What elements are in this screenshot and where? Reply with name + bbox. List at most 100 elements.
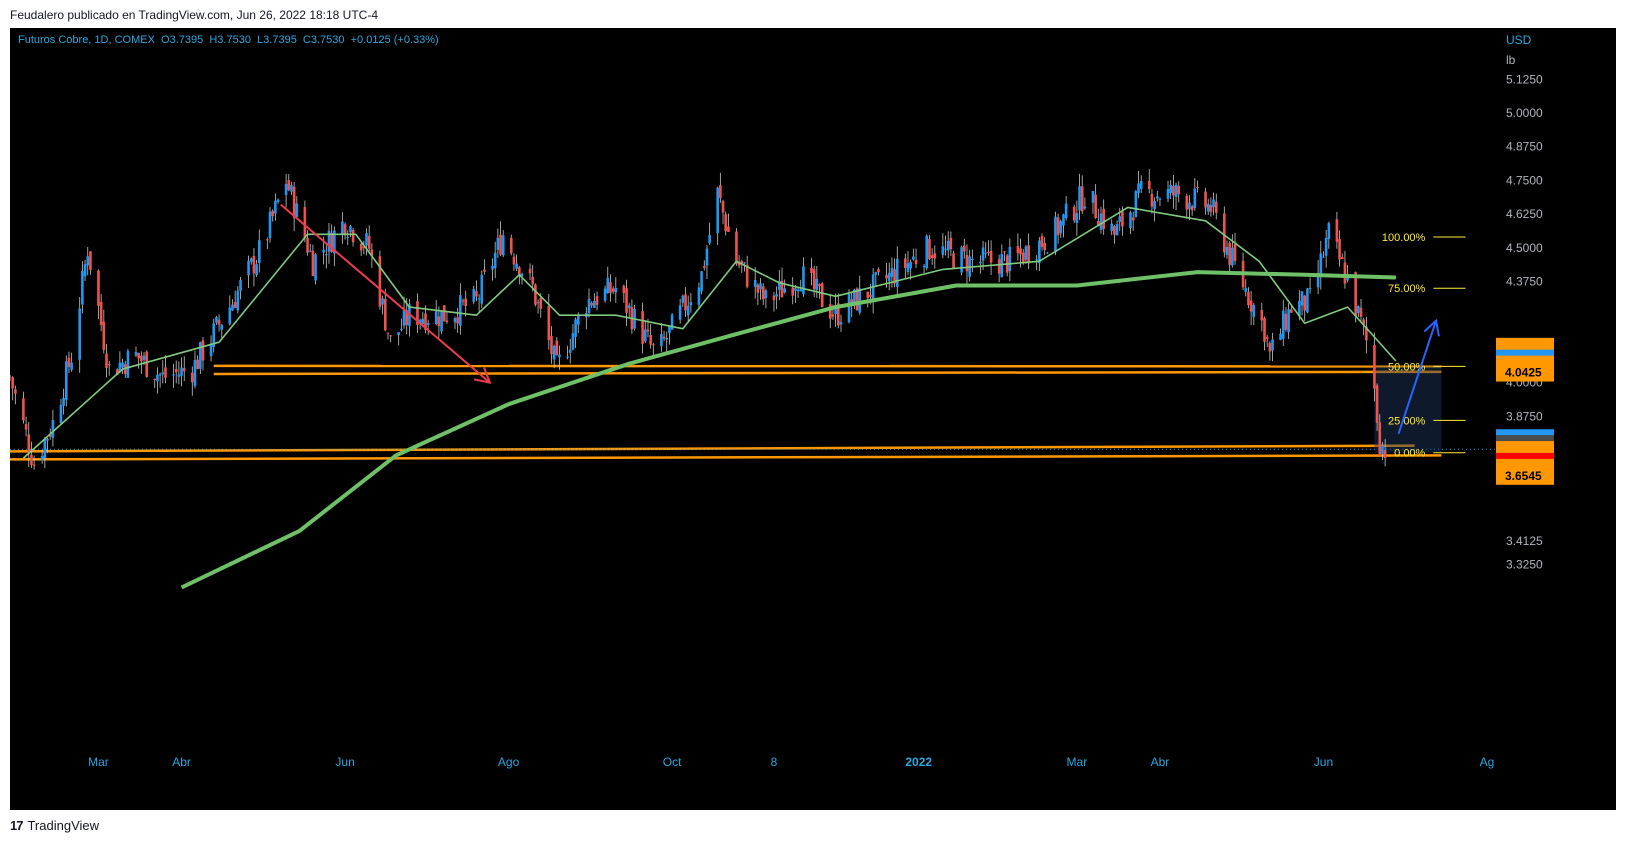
candle-down — [928, 239, 931, 260]
candle-up — [1319, 253, 1323, 277]
candle-up — [126, 351, 130, 378]
candle-up — [558, 354, 561, 358]
candle-up — [697, 287, 701, 305]
candle-up — [118, 362, 122, 372]
tradingview-brand: TradingView — [27, 817, 100, 833]
candle-down — [30, 454, 33, 466]
candle-up — [459, 295, 462, 326]
candle-down — [930, 255, 934, 258]
candle-up — [981, 247, 985, 261]
candle-down — [1150, 194, 1154, 207]
candle-down — [933, 253, 937, 259]
candle-up — [895, 258, 899, 287]
candle-down — [662, 336, 666, 339]
symbol-legend: Futuros Cobre, 1D, COMEX O3.7395 H3.7530… — [18, 34, 439, 46]
support-resistance-line[interactable] — [213, 370, 1442, 376]
candle-up — [477, 298, 481, 300]
candle-down — [1185, 195, 1189, 210]
candle-down — [1147, 180, 1151, 190]
candle-down — [140, 355, 143, 362]
candle-down — [137, 352, 140, 359]
candle-up — [161, 372, 165, 375]
candle-down — [367, 235, 371, 249]
candle-down — [1019, 248, 1022, 255]
candle-down — [445, 320, 449, 323]
candle-down — [735, 231, 738, 264]
candle-up — [552, 345, 556, 360]
candle-down — [190, 372, 194, 383]
candle-down — [791, 287, 795, 296]
candle-up — [1306, 288, 1309, 313]
candle-down — [1378, 422, 1382, 456]
x-tick-label: Abr — [1151, 755, 1170, 769]
support-resistance-line[interactable] — [213, 364, 1442, 368]
candle-down — [518, 267, 521, 277]
candle-up — [308, 250, 312, 252]
candle-up — [209, 343, 213, 357]
moving-average-fast — [22, 206, 1397, 459]
candle-up — [314, 254, 317, 281]
candle-down — [1056, 217, 1060, 236]
candle-down — [914, 259, 918, 265]
candle-down — [99, 301, 103, 325]
candle-down — [330, 232, 333, 252]
candle-up — [783, 288, 786, 293]
candle-down — [877, 269, 880, 273]
candle-down — [164, 367, 167, 378]
candle-up — [51, 419, 55, 438]
candle-up — [753, 280, 757, 287]
y-tick-label: 3.4125 — [1506, 534, 1543, 548]
chart-area[interactable]: 100.00% 75.00% 50.00% 25.00% 0.00% 5.1250 5.0… — [10, 28, 1616, 810]
candle-up — [960, 247, 963, 273]
candle-down — [24, 424, 28, 430]
candle-down — [1249, 300, 1253, 312]
y-tick-label: 3.3250 — [1506, 558, 1543, 572]
candle-up — [81, 271, 84, 305]
candle-down — [311, 250, 315, 277]
candle-up — [1062, 214, 1065, 226]
candle-down — [625, 288, 628, 313]
tradingview-footer[interactable]: 17 TradingView — [10, 814, 99, 836]
candle-down — [1190, 206, 1194, 211]
candle-down — [1177, 186, 1181, 195]
candle-down — [702, 266, 706, 269]
candle-up — [1078, 186, 1081, 211]
candle-down — [855, 288, 859, 311]
candle-up — [1158, 198, 1162, 200]
candle-down — [362, 246, 366, 248]
candle-down — [509, 237, 513, 254]
support-resistance-line[interactable] — [10, 444, 1415, 453]
candle-up — [121, 362, 124, 368]
candle-up — [1316, 272, 1320, 288]
candle-down — [652, 344, 655, 346]
currency-label: USD — [1506, 33, 1532, 47]
candle-down — [475, 291, 478, 297]
candle-up — [381, 298, 384, 305]
x-tick-label: Jun — [335, 755, 354, 769]
candle-up — [665, 337, 669, 340]
trend-arrow-down[interactable] — [280, 203, 491, 384]
arrowhead-icon — [473, 367, 492, 384]
candle-up — [1244, 287, 1248, 292]
candle-up — [1137, 183, 1140, 194]
candle-down — [1097, 221, 1100, 227]
candle-up — [453, 318, 457, 323]
candle-up — [1381, 445, 1384, 454]
y-tick-label: 4.7500 — [1506, 173, 1543, 187]
support-resistance-line[interactable] — [10, 454, 1442, 461]
candle-up — [700, 271, 703, 292]
candle-up — [686, 305, 690, 316]
trend-arrow-up[interactable] — [1397, 320, 1438, 435]
candle-up — [1225, 246, 1229, 255]
candle-down — [287, 180, 291, 190]
x-tick-label: Abr — [172, 755, 191, 769]
candle-down — [196, 359, 199, 370]
candle-down — [1040, 236, 1044, 247]
candle-down — [646, 329, 650, 332]
price-chart[interactable]: 100.00% 75.00% 50.00% 25.00% 0.00% 5.1250 5.0… — [10, 28, 1616, 810]
candle-up — [1281, 310, 1285, 339]
candle-down — [97, 270, 100, 306]
candle-down — [48, 434, 52, 437]
candle-up — [180, 367, 183, 376]
candle-up — [643, 329, 647, 342]
